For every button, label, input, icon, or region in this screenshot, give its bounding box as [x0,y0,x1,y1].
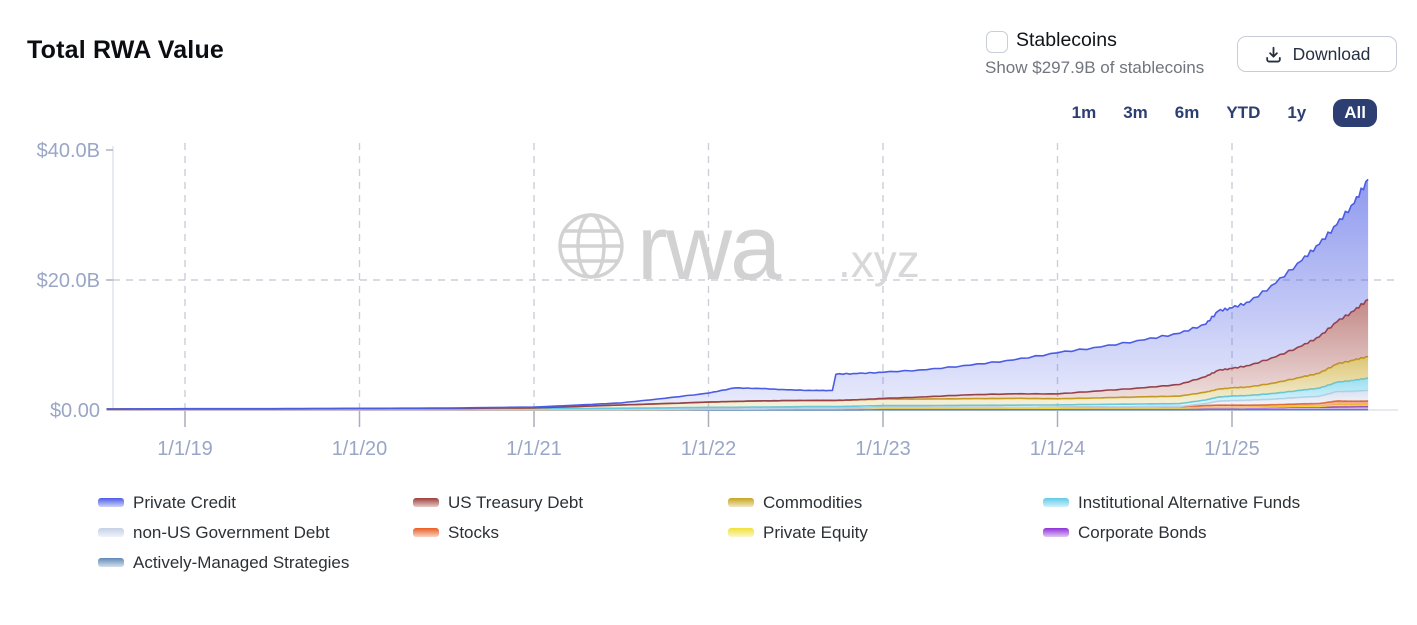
range-button-ytd[interactable]: YTD [1226,103,1261,122]
svg-text:1/1/25: 1/1/25 [1204,438,1260,460]
rwa-watermark: rwa .xyz [558,197,920,299]
svg-text:1/1/20: 1/1/20 [332,438,388,460]
legend-label: Commodities [763,492,863,512]
line-private-credit [106,178,1369,410]
legend-swatch [728,528,754,537]
rwa-total-value-chart[interactable]: $40.0B $20.0B $0.00 1/1/19 1/1/20 1/1/21 1/1/2… [0,138,1417,473]
svg-text:1/1/22: 1/1/22 [681,438,737,460]
legend-swatch [413,498,439,507]
legend-item-corporate-bonds[interactable]: Corporate Bonds [1043,523,1358,542]
legend: Private Credit US Treasury Debt Commoditie… [98,493,1358,572]
legend-item-commodities[interactable]: Commodities [728,493,1043,512]
legend-item-private-equity[interactable]: Private Equity [728,523,1043,542]
legend-label: Actively-Managed Strategies [133,552,350,572]
legend-swatch [1043,528,1069,537]
svg-text:1/1/19: 1/1/19 [157,438,213,460]
download-label: Download [1292,43,1371,64]
legend-label: Private Credit [133,492,236,512]
range-button-3m[interactable]: 3m [1123,103,1148,122]
stablecoins-checkbox[interactable] [986,31,1008,53]
legend-item-us-treasury-debt[interactable]: US Treasury Debt [413,493,728,512]
range-button-1y[interactable]: 1y [1287,103,1307,122]
legend-label: Institutional Alternative Funds [1078,492,1301,512]
stacked-areas [106,178,1369,411]
legend-swatch [98,498,124,507]
svg-text:$40.0B: $40.0B [37,140,100,162]
legend-swatch [413,528,439,537]
svg-text:$20.0B: $20.0B [37,270,100,292]
y-axis-labels: $40.0B $20.0B $0.00 [37,140,1395,422]
legend-label: US Treasury Debt [448,492,584,512]
download-button[interactable]: Download [1237,36,1397,72]
legend-item-private-credit[interactable]: Private Credit [98,493,413,512]
svg-text:1/1/24: 1/1/24 [1030,438,1086,460]
range-button-all[interactable]: All [1333,99,1377,127]
svg-text:1/1/21: 1/1/21 [506,438,562,460]
page-title: Total RWA Value [27,36,225,64]
range-button-6m[interactable]: 6m [1174,103,1200,122]
legend-swatch [728,498,754,507]
legend-label: Stocks [448,522,500,542]
download-icon [1265,46,1281,62]
legend-label: Private Equity [763,522,868,542]
range-button-1m[interactable]: 1m [1071,103,1097,122]
legend-swatch [1043,498,1069,507]
legend-item-non-us-government-debt[interactable]: non-US Government Debt [98,523,413,542]
svg-text:rwa: rwa [637,197,782,299]
area-corporate-bonds [106,406,1369,410]
stablecoins-label[interactable]: Stablecoins [1016,29,1117,51]
legend-item-institutional-alternative-funds[interactable]: Institutional Alternative Funds [1043,493,1358,512]
range-buttons: 1m 3m 6m YTD 1y All [1072,99,1377,127]
legend-swatch [98,558,124,567]
stablecoins-sublabel: Show $297.9B of stablecoins [985,58,1205,77]
legend-label: non-US Government Debt [133,522,330,542]
svg-text:.xyz: .xyz [838,235,920,287]
x-axis-labels: 1/1/19 1/1/20 1/1/21 1/1/22 1/1/23 1/1/24 1/1/… [157,143,1260,460]
svg-text:$0.00: $0.00 [50,400,100,422]
legend-item-stocks[interactable]: Stocks [413,523,728,542]
legend-item-actively-managed-strategies[interactable]: Actively-Managed Strategies [98,553,413,572]
svg-text:1/1/23: 1/1/23 [855,438,911,460]
legend-label: Corporate Bonds [1078,522,1207,542]
legend-swatch [98,528,124,537]
